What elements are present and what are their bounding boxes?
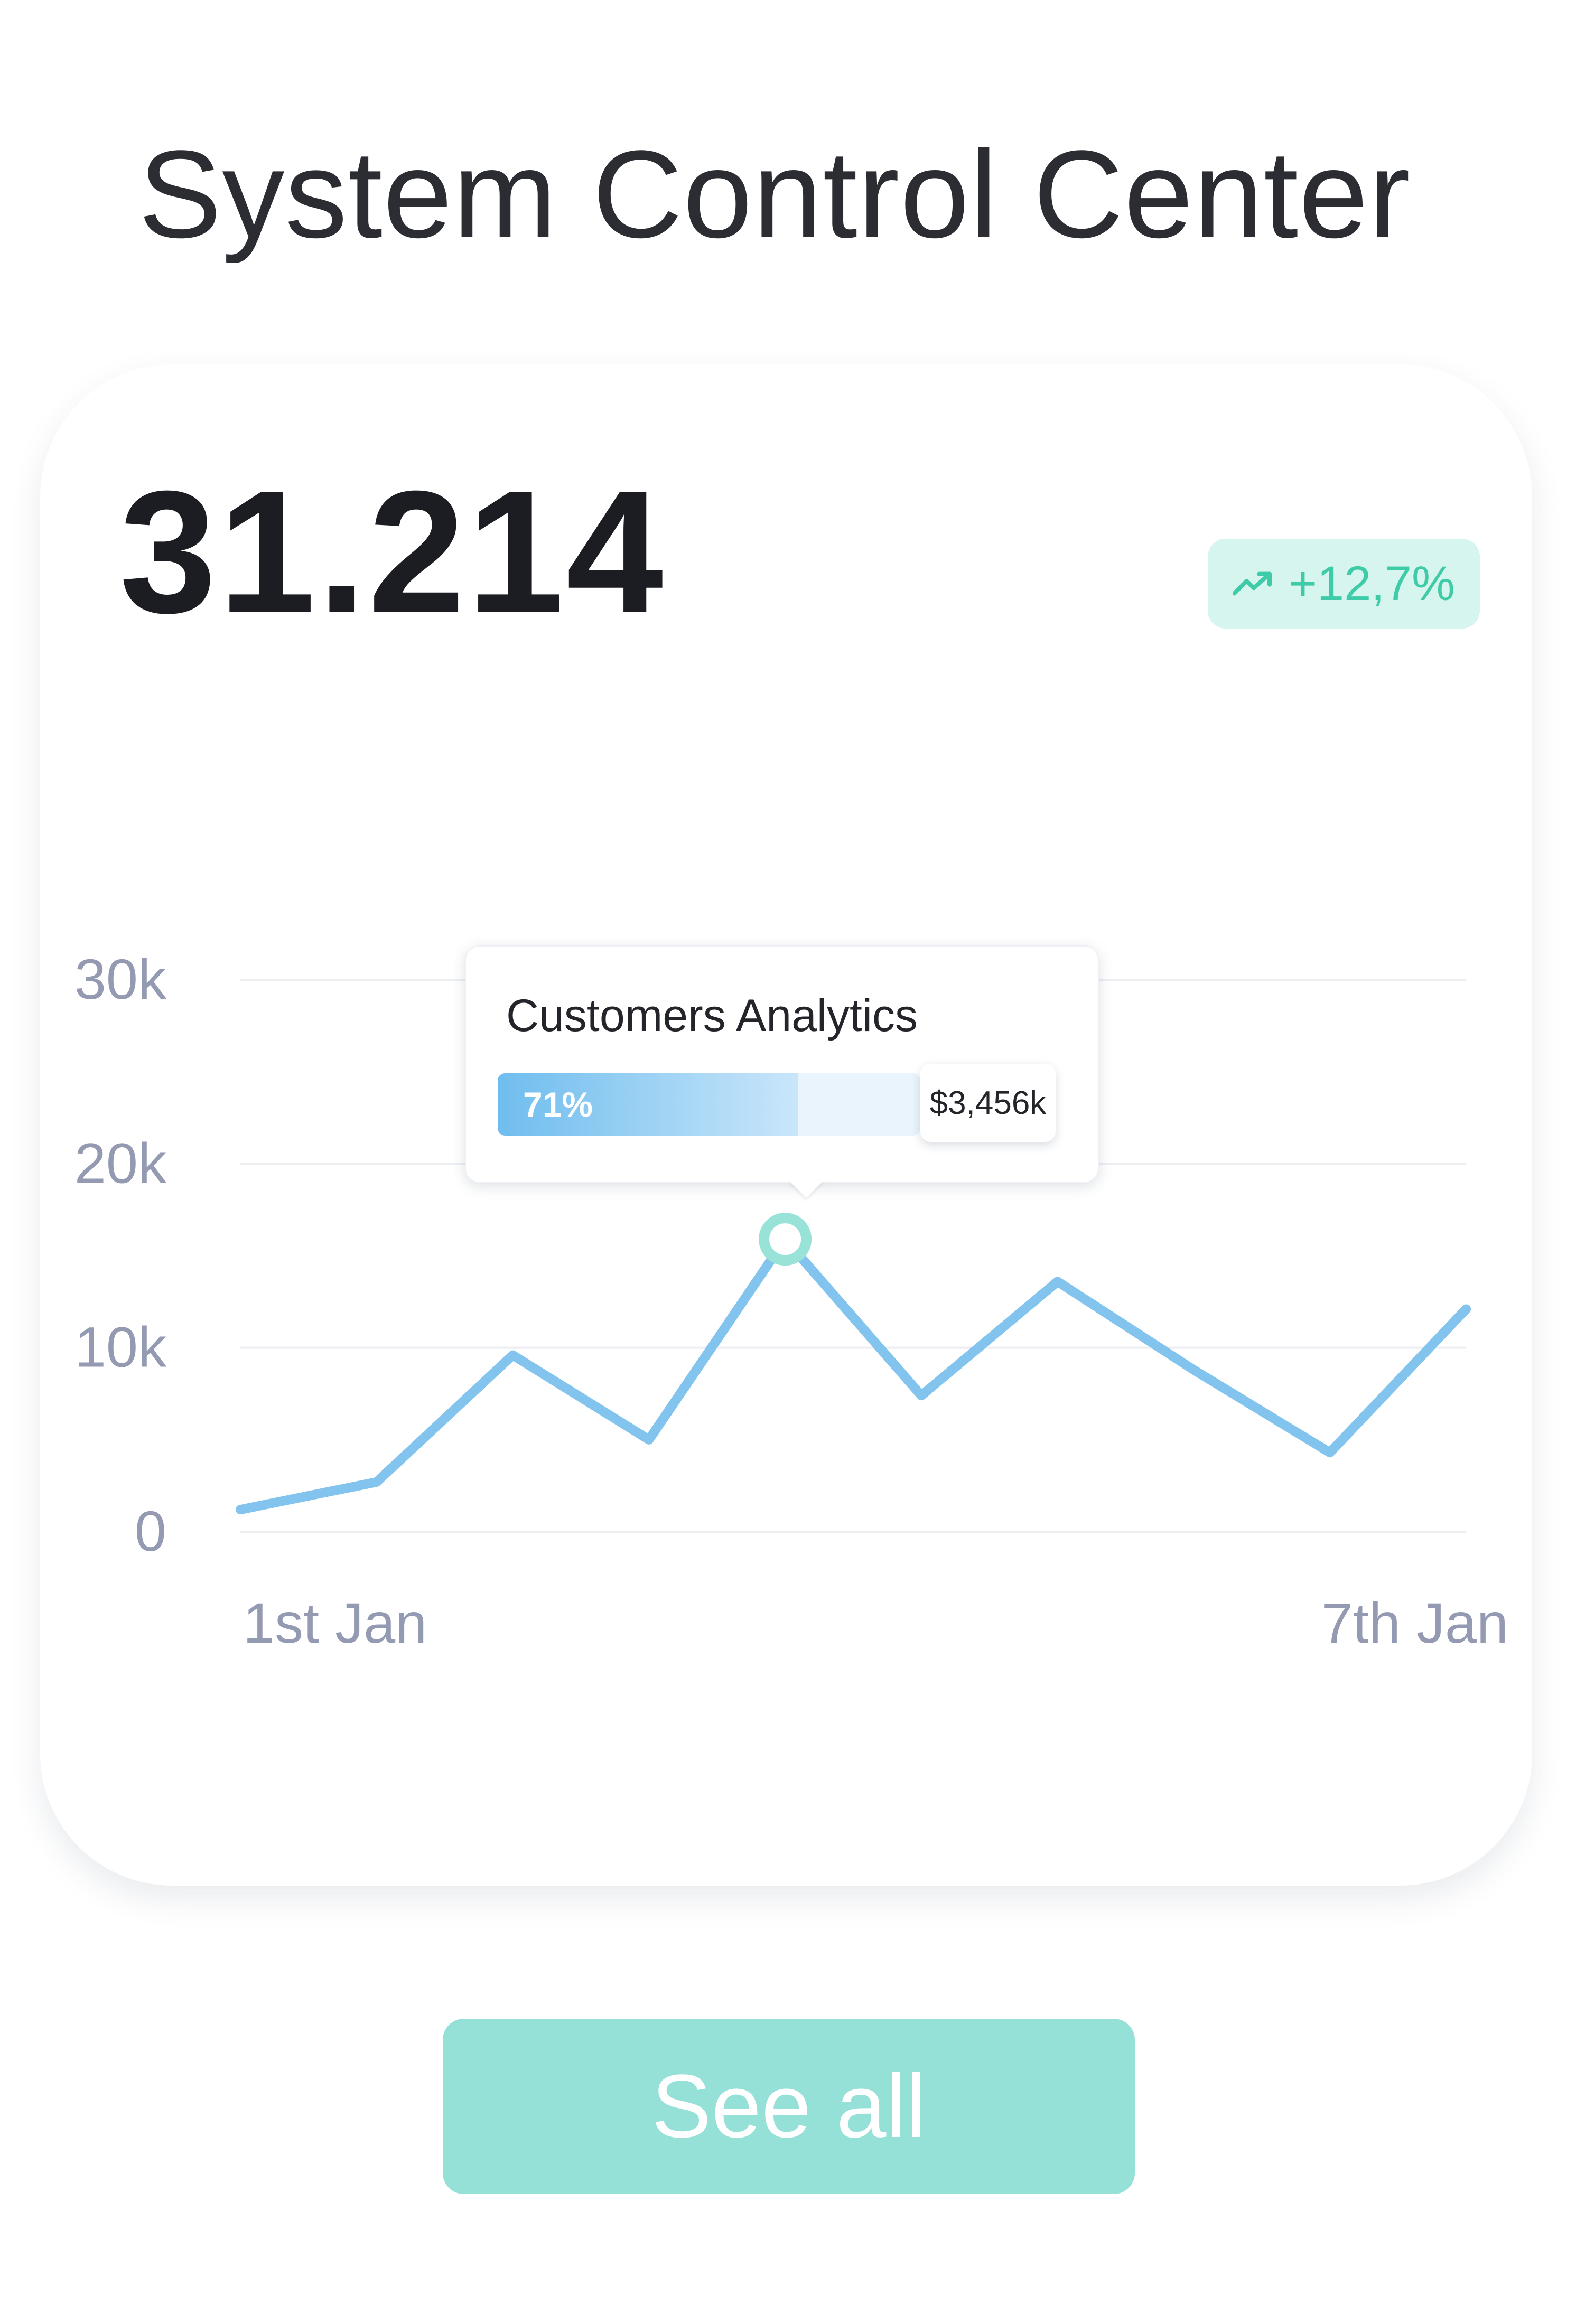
trending-up-icon (1233, 571, 1272, 596)
analytics-tooltip: Customers Analytics 71% $3,456k (465, 945, 1099, 1183)
x-tick-label: 1st Jan (243, 1591, 427, 1655)
chart-series (236, 1213, 1471, 1515)
y-tick-label: 0 (135, 1499, 166, 1563)
x-axis: 1st Jan 7th Jan (243, 1591, 1508, 1655)
see-all-button[interactable]: See all (443, 2019, 1135, 2194)
y-tick-label: 30k (74, 947, 167, 1011)
trend-value: +12,7% (1289, 557, 1455, 611)
y-tick-label: 20k (74, 1131, 167, 1195)
x-tick-label: 7th Jan (1321, 1591, 1508, 1655)
page-title: System Control Center (138, 125, 1411, 264)
trend-badge: +12,7% (1208, 539, 1480, 629)
series-line (236, 1234, 1471, 1515)
tooltip-title: Customers Analytics (506, 990, 918, 1041)
amount-chip: $3,456k (920, 1064, 1056, 1142)
y-tick-label: 10k (74, 1315, 167, 1379)
y-axis: 30k 20k 10k 0 (74, 947, 167, 1563)
highlight-point[interactable] (759, 1213, 812, 1266)
progress-percent: 71% (523, 1085, 593, 1124)
progress-bar: 71% (498, 1073, 920, 1136)
progress-fill (498, 1073, 798, 1136)
total-value: 31.214 (119, 454, 666, 649)
